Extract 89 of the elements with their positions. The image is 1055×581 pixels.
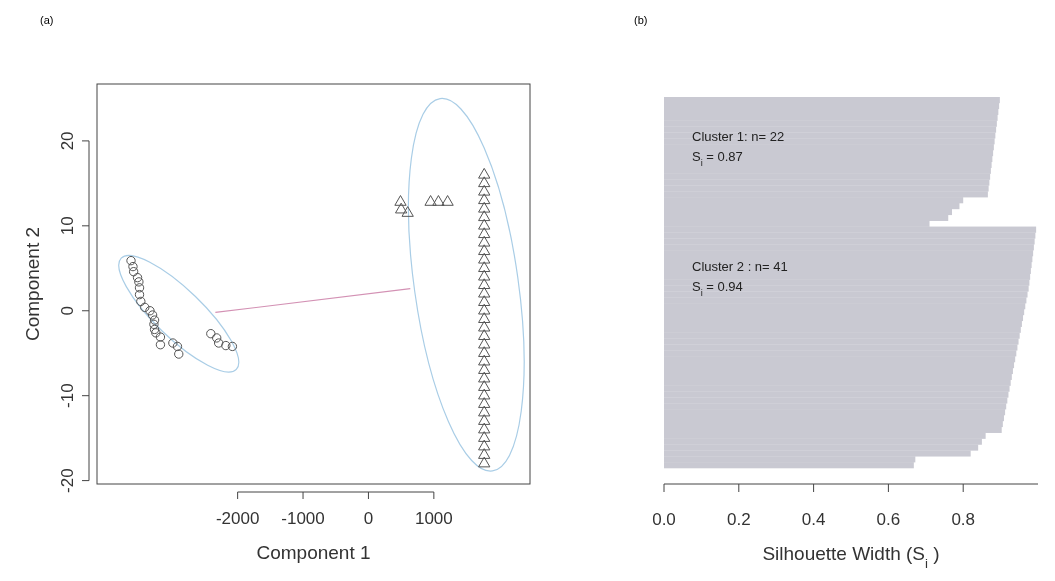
point [134,283,145,293]
point [478,439,491,451]
y-tick-label: 20 [58,131,77,151]
point [155,340,166,350]
point [478,167,491,179]
point [168,338,178,348]
point [227,341,238,352]
point [174,349,184,359]
point [478,405,491,417]
point [151,328,161,338]
point [478,388,491,400]
point [134,289,145,300]
point [145,306,155,316]
point [149,324,160,335]
x-axis-title: Silhouette Width (S$_{i}$) [762,543,940,571]
point [478,201,491,213]
point [140,302,150,313]
point [478,431,491,442]
y-tick-label: -20 [58,468,77,493]
point [478,380,491,391]
chart-title: (b) [634,14,648,26]
y-tick-label: -10 [58,383,77,408]
point [424,195,437,206]
point [172,341,183,352]
point [478,252,491,264]
point [478,227,491,239]
point [155,332,166,342]
y-tick-label: 0 [58,306,77,316]
x-tick-label: 0.6 [876,510,901,529]
point [128,267,139,277]
point [132,272,143,283]
point [441,195,454,206]
point [478,244,491,256]
point [478,278,491,290]
point [147,310,158,320]
x-tick-label: 0.2 [726,510,751,529]
point [134,277,144,287]
point [478,269,491,281]
point [394,195,407,206]
point [478,235,491,247]
point [432,195,445,206]
point [478,295,491,307]
point [478,456,491,468]
point [478,354,491,366]
point [149,319,159,330]
point [478,346,491,357]
point [149,315,160,325]
point [478,329,491,340]
point [401,206,414,217]
point [206,329,216,339]
x-axis-title: Component 1 [256,542,371,563]
point [478,286,491,298]
point [478,337,491,349]
chart-title: (a) [40,14,54,26]
point [478,414,491,425]
x-tick-label: -2000 [215,509,260,528]
point [126,255,136,266]
point [212,333,222,343]
point [213,338,224,348]
point [478,422,491,434]
point [221,340,231,351]
x-tick-label: -1000 [281,509,325,528]
point [478,320,491,332]
point [128,261,138,272]
point [478,363,491,374]
point [478,176,491,188]
point [478,303,491,315]
point [136,296,146,307]
point [478,210,491,222]
annotation: S$_{i}$ = 0.87 [692,149,743,168]
x-tick-label: 0.4 [801,510,826,529]
point [478,312,491,323]
y-tick-label: 10 [58,216,77,236]
x-tick-label: 0 [363,509,374,528]
point [478,261,491,273]
annotation: S$_{i}$ = 0.94 [692,278,743,298]
point [478,371,491,383]
y-axis-title: Component 2 [22,226,43,342]
point [478,448,491,459]
point [478,397,491,408]
x-tick-label: 0.0 [652,510,676,529]
x-tick-label: 0.8 [951,510,976,529]
point [478,184,491,196]
point [478,193,491,205]
point [478,218,491,230]
point [395,202,408,214]
annotation: Cluster 2 : n= 41 [692,258,788,274]
x-tick-label: 1000 [414,509,453,528]
annotation: Cluster 1: n= 22 [692,129,785,144]
